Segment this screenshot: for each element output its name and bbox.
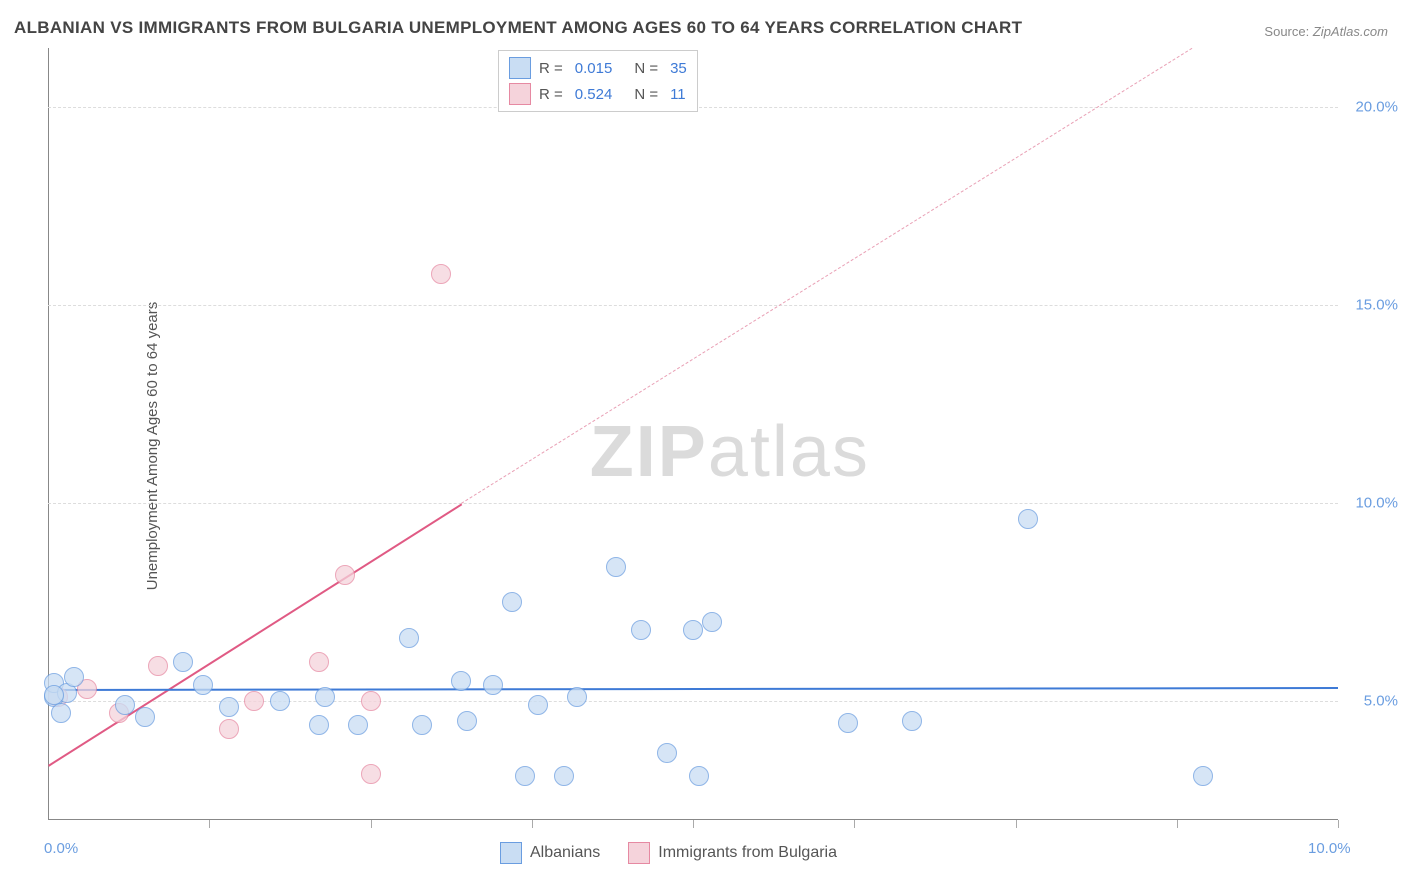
r-label: R =: [539, 60, 563, 77]
gridline: [48, 701, 1338, 702]
y-tick-label: 5.0%: [1364, 693, 1398, 710]
data-point-albanian: [567, 687, 587, 707]
stats-legend-row: R = 0.524 N = 11: [509, 81, 687, 107]
source-value: ZipAtlas.com: [1313, 24, 1388, 39]
data-point-albanian: [348, 715, 368, 735]
legend-swatch: [509, 83, 531, 105]
x-tick: [1338, 820, 1339, 828]
data-point-albanian: [44, 685, 64, 705]
data-point-albanian: [457, 711, 477, 731]
legend-swatch: [509, 57, 531, 79]
data-point-albanian: [683, 620, 703, 640]
x-tick: [209, 820, 210, 828]
r-label: R =: [539, 86, 563, 103]
source-attribution: Source: ZipAtlas.com: [1264, 24, 1388, 39]
data-point-albanian: [702, 612, 722, 632]
watermark-bold: ZIP: [590, 412, 708, 492]
data-point-albanian: [193, 675, 213, 695]
data-point-albanian: [219, 697, 239, 717]
n-label: N =: [634, 86, 658, 103]
x-tick: [371, 820, 372, 828]
y-tick-label: 10.0%: [1355, 495, 1398, 512]
x-axis-max-label: 10.0%: [1308, 840, 1351, 857]
data-point-albanian: [51, 703, 71, 723]
data-point-albanian: [502, 592, 522, 612]
x-tick: [1177, 820, 1178, 828]
plot-area: ZIPatlas 5.0%10.0%15.0%20.0%: [48, 48, 1338, 820]
data-point-bulgaria: [148, 656, 168, 676]
data-point-albanian: [902, 711, 922, 731]
n-value: 11: [670, 86, 686, 103]
legend-swatch: [500, 842, 522, 864]
data-point-albanian: [689, 766, 709, 786]
y-tick-label: 20.0%: [1355, 99, 1398, 116]
n-label: N =: [634, 60, 658, 77]
data-point-bulgaria: [335, 565, 355, 585]
x-tick: [693, 820, 694, 828]
data-point-albanian: [451, 671, 471, 691]
data-point-albanian: [64, 667, 84, 687]
trend-line: [48, 687, 1338, 691]
x-tick: [532, 820, 533, 828]
data-point-bulgaria: [431, 264, 451, 284]
data-point-albanian: [115, 695, 135, 715]
data-point-albanian: [528, 695, 548, 715]
data-point-albanian: [315, 687, 335, 707]
data-point-albanian: [554, 766, 574, 786]
data-point-albanian: [483, 675, 503, 695]
gridline: [48, 305, 1338, 306]
stats-legend: R = 0.015 N = 35 R = 0.524 N = 11: [498, 50, 698, 112]
data-point-albanian: [1193, 766, 1213, 786]
correlation-chart: ALBANIAN VS IMMIGRANTS FROM BULGARIA UNE…: [0, 0, 1406, 892]
data-point-albanian: [1018, 509, 1038, 529]
gridline: [48, 503, 1338, 504]
data-point-albanian: [173, 652, 193, 672]
data-point-albanian: [631, 620, 651, 640]
watermark-light: atlas: [708, 412, 870, 492]
x-tick: [854, 820, 855, 828]
x-axis-min-label: 0.0%: [44, 840, 78, 857]
legend-swatch: [628, 842, 650, 864]
series-legend-item: Immigrants from Bulgaria: [628, 842, 837, 864]
data-point-albanian: [399, 628, 419, 648]
watermark: ZIPatlas: [590, 411, 870, 493]
series-legend-label: Immigrants from Bulgaria: [658, 844, 837, 862]
data-point-bulgaria: [361, 764, 381, 784]
n-value: 35: [670, 60, 687, 77]
x-tick: [1016, 820, 1017, 828]
data-point-albanian: [515, 766, 535, 786]
chart-title: ALBANIAN VS IMMIGRANTS FROM BULGARIA UNE…: [14, 18, 1022, 38]
data-point-albanian: [135, 707, 155, 727]
data-point-albanian: [309, 715, 329, 735]
y-tick-label: 15.0%: [1355, 297, 1398, 314]
stats-legend-row: R = 0.015 N = 35: [509, 55, 687, 81]
data-point-albanian: [838, 713, 858, 733]
trend-line-extension: [461, 48, 1193, 504]
data-point-albanian: [657, 743, 677, 763]
data-point-albanian: [606, 557, 626, 577]
series-legend-item: Albanians: [500, 842, 600, 864]
r-value: 0.015: [575, 60, 613, 77]
data-point-bulgaria: [309, 652, 329, 672]
r-value: 0.524: [575, 86, 613, 103]
data-point-bulgaria: [219, 719, 239, 739]
data-point-albanian: [412, 715, 432, 735]
source-label: Source:: [1264, 24, 1309, 39]
data-point-albanian: [270, 691, 290, 711]
data-point-bulgaria: [361, 691, 381, 711]
data-point-bulgaria: [244, 691, 264, 711]
series-legend: Albanians Immigrants from Bulgaria: [500, 842, 837, 864]
series-legend-label: Albanians: [530, 844, 600, 862]
